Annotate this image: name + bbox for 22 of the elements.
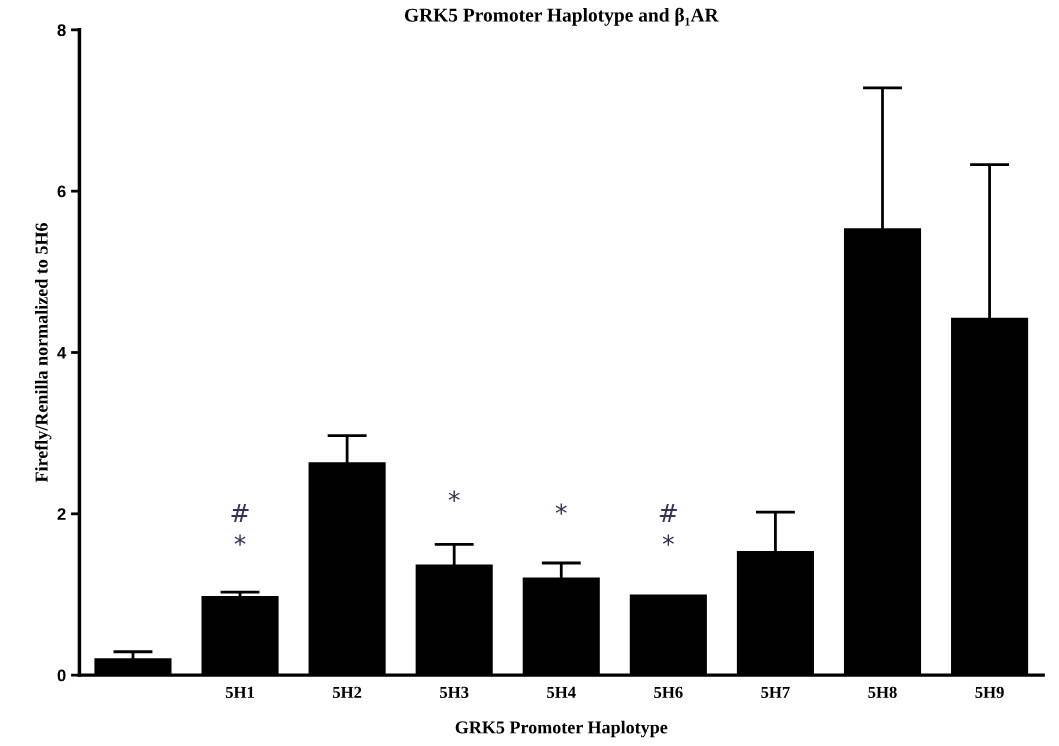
y-tick-label: 8 [57, 24, 66, 37]
y-tick-label: 2 [57, 508, 66, 520]
annotation: # [659, 504, 677, 522]
x-tick-label: 5H4 [547, 686, 576, 698]
x-tick-label: 5H2 [332, 686, 362, 698]
annotation: * [234, 534, 246, 546]
annotation: * [448, 490, 460, 502]
y-tick-label: 0 [57, 669, 66, 682]
x-axis-title: GRK5 Promoter Haplotype [455, 720, 668, 738]
x-tick-label: 5H7 [761, 686, 790, 698]
annotation: * [555, 503, 567, 515]
x-tick-label: 5H6 [654, 686, 683, 698]
annotation: # [231, 504, 249, 522]
x-tick-label: 5H8 [868, 686, 897, 698]
x-tick-label: 5H9 [975, 686, 1004, 698]
y-axis-title: Firefly/Renilla normalized to 5H6 [34, 223, 52, 483]
x-tick-label: 5H3 [440, 686, 469, 698]
annotation: * [662, 534, 674, 546]
chart-title: GRK5 Promoter Haplotype and β₁AR [404, 7, 719, 26]
x-tick-label: 5H1 [225, 686, 254, 698]
y-tick-label: 4 [57, 347, 67, 359]
y-tick-label: 6 [57, 185, 66, 198]
